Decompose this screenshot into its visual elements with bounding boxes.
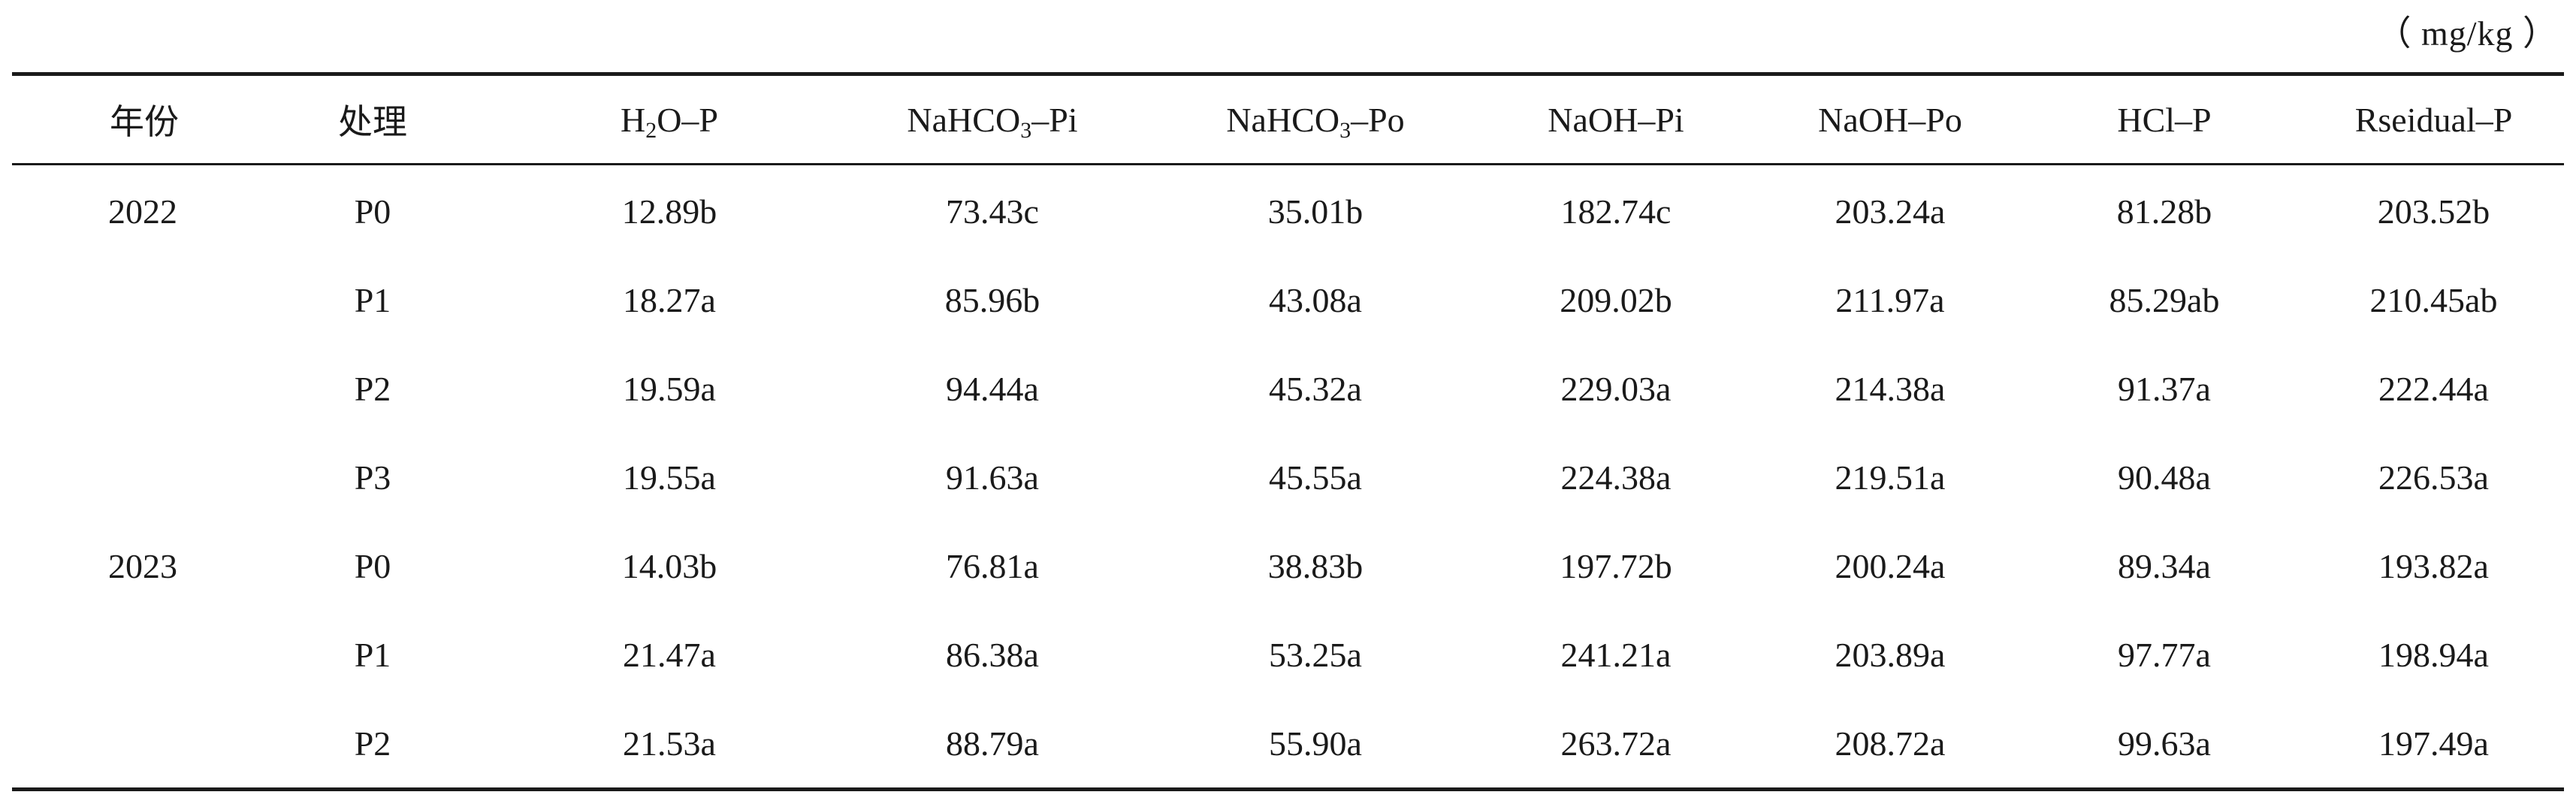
cell-h2o-p: 12.89b <box>621 192 717 231</box>
cell-nahco3-po: 43.08a <box>1269 280 1362 319</box>
cell-naoh-po: 203.89a <box>1835 635 1946 674</box>
cell-residual-p: 222.44a <box>2378 369 2489 408</box>
cell-h2o-p: 21.47a <box>623 635 716 674</box>
header-h2o-p: H2O–P <box>508 74 831 165</box>
cell-nahco3-pi: 91.63a <box>946 458 1039 497</box>
cell-hcl-p: 90.48a <box>2118 458 2211 497</box>
cell-naoh-pi: 182.74c <box>1560 192 1672 231</box>
cell-year: 2023 <box>108 546 177 585</box>
header-h2o-p-sub: 2 <box>645 117 657 143</box>
cell-residual-p: 197.49a <box>2378 724 2489 763</box>
cell-year <box>12 699 237 790</box>
cell-h2o-p: 19.59a <box>623 369 716 408</box>
cell-naoh-pi: 209.02b <box>1560 280 1672 319</box>
header-nahco3-po: NaHCO3–Po <box>1154 74 1477 165</box>
cell-residual-p: 193.82a <box>2378 546 2489 585</box>
data-table-container: 年份 处理 H2O–P NaHCO3–Pi NaHCO3–Po NaOH–Pi … <box>12 72 2564 791</box>
unit-label: （ mg/kg ） <box>2376 14 2558 53</box>
table-row: P3 19.55a 91.63a 45.55a 224.38a 219.51a 90.48a… <box>12 433 2564 521</box>
cell-residual-p: 226.53a <box>2378 458 2489 497</box>
cell-nahco3-po: 35.01b <box>1267 192 1363 231</box>
cell-year <box>12 255 237 344</box>
cell-naoh-po: 214.38a <box>1835 369 1946 408</box>
header-treatment: 处理 <box>338 103 407 141</box>
header-nahco3-pi: NaHCO3–Pi <box>831 74 1154 165</box>
cell-nahco3-po: 45.32a <box>1269 369 1362 408</box>
cell-treatment: P1 <box>354 280 391 319</box>
cell-year: 2022 <box>108 192 177 231</box>
cell-nahco3-po: 45.55a <box>1269 458 1362 497</box>
cell-h2o-p: 14.03b <box>621 546 717 585</box>
cell-nahco3-pi: 88.79a <box>946 724 1039 763</box>
cell-hcl-p: 81.28b <box>2116 192 2212 231</box>
cell-residual-p: 203.52b <box>2377 192 2490 231</box>
cell-nahco3-po: 53.25a <box>1269 635 1362 674</box>
cell-nahco3-pi: 73.43c <box>946 192 1039 231</box>
header-nahco3-po-sub: 3 <box>1339 117 1351 143</box>
cell-year <box>12 433 237 521</box>
table-row: 2022 P0 12.89b 73.43c 35.01b 182.74c 203.24a 81… <box>12 165 2564 256</box>
header-naoh-po: NaOH–Po <box>1818 100 1962 139</box>
cell-naoh-pi: 197.72b <box>1560 546 1672 585</box>
header-h2o-p-pre: H <box>620 100 646 139</box>
header-nahco3-pi-pre: NaHCO <box>907 100 1021 139</box>
cell-residual-p: 198.94a <box>2378 635 2489 674</box>
header-nahco3-po-post: –Po <box>1351 100 1405 139</box>
cell-year <box>12 344 237 433</box>
cell-nahco3-po: 55.90a <box>1269 724 1362 763</box>
header-nahco3-po-pre: NaHCO <box>1226 100 1340 139</box>
cell-treatment: P3 <box>354 458 391 497</box>
cell-naoh-pi: 241.21a <box>1560 635 1672 674</box>
table-row: P1 18.27a 85.96b 43.08a 209.02b 211.97a 85.29a… <box>12 255 2564 344</box>
table-row: P2 21.53a 88.79a 55.90a 263.72a 208.72a 99.63a… <box>12 699 2564 790</box>
cell-treatment: P0 <box>354 192 391 231</box>
cell-naoh-po: 211.97a <box>1835 280 1945 319</box>
cell-hcl-p: 85.29ab <box>2109 280 2220 319</box>
cell-naoh-pi: 263.72a <box>1560 724 1672 763</box>
cell-treatment: P2 <box>354 724 391 763</box>
cell-treatment: P2 <box>354 369 391 408</box>
table-row: P1 21.47a 86.38a 53.25a 241.21a 203.89a 97.77a… <box>12 610 2564 699</box>
header-naoh-pi: NaOH–Pi <box>1548 100 1684 139</box>
cell-naoh-po: 200.24a <box>1835 546 1946 585</box>
cell-naoh-pi: 224.38a <box>1560 458 1672 497</box>
cell-hcl-p: 89.34a <box>2118 546 2211 585</box>
cell-naoh-po: 208.72a <box>1835 724 1946 763</box>
table-row: P2 19.59a 94.44a 45.32a 229.03a 214.38a 91.37a… <box>12 344 2564 433</box>
cell-residual-p: 210.45ab <box>2369 280 2498 319</box>
table-row: 2023 P0 14.03b 76.81a 38.83b 197.72b 200.24a 89… <box>12 521 2564 610</box>
cell-hcl-p: 99.63a <box>2118 724 2211 763</box>
header-year: 年份 <box>110 103 179 141</box>
cell-naoh-po: 203.24a <box>1835 192 1946 231</box>
phosphorus-fraction-table: 年份 处理 H2O–P NaHCO3–Pi NaHCO3–Po NaOH–Pi … <box>12 72 2564 791</box>
header-residual-p: Rseidual–P <box>2354 100 2513 139</box>
header-hcl-p: HCl–P <box>2117 100 2212 139</box>
cell-h2o-p: 21.53a <box>623 724 716 763</box>
cell-nahco3-po: 38.83b <box>1267 546 1363 585</box>
cell-naoh-pi: 229.03a <box>1560 369 1672 408</box>
cell-h2o-p: 18.27a <box>623 280 716 319</box>
cell-nahco3-pi: 76.81a <box>946 546 1039 585</box>
table-body: 2022 P0 12.89b 73.43c 35.01b 182.74c 203.24a 81… <box>12 165 2564 790</box>
table-header-row: 年份 处理 H2O–P NaHCO3–Pi NaHCO3–Po NaOH–Pi … <box>12 74 2564 165</box>
cell-hcl-p: 91.37a <box>2118 369 2211 408</box>
header-nahco3-pi-post: –Pi <box>1031 100 1078 139</box>
header-h2o-p-post: O–P <box>657 100 719 139</box>
cell-naoh-po: 219.51a <box>1835 458 1946 497</box>
cell-h2o-p: 19.55a <box>623 458 716 497</box>
cell-treatment: P0 <box>354 546 391 585</box>
cell-nahco3-pi: 94.44a <box>946 369 1039 408</box>
header-nahco3-pi-sub: 3 <box>1020 117 1032 143</box>
cell-nahco3-pi: 85.96b <box>944 280 1040 319</box>
cell-hcl-p: 97.77a <box>2118 635 2211 674</box>
cell-treatment: P1 <box>354 635 391 674</box>
cell-nahco3-pi: 86.38a <box>946 635 1039 674</box>
cell-year <box>12 610 237 699</box>
